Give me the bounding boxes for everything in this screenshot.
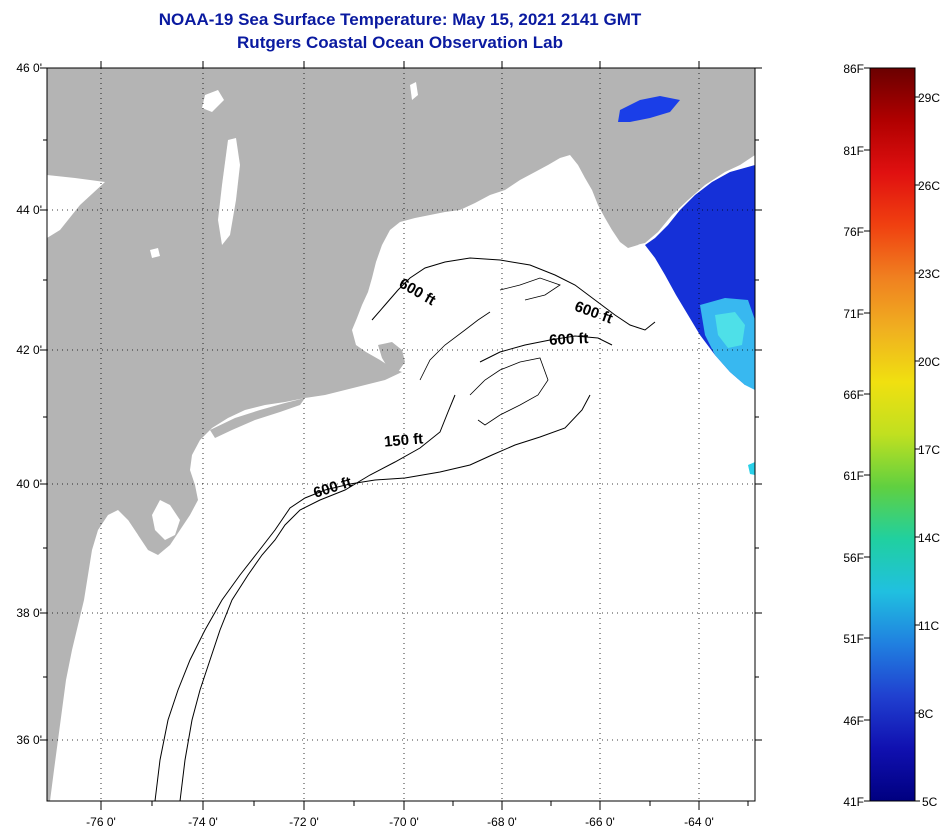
cb-c-14: 14C (918, 531, 940, 545)
cb-c-17: 17C (918, 443, 940, 457)
map-title: NOAA-19 Sea Surface Temperature: May 15,… (158, 10, 642, 29)
contour-label-150: 150 ft (383, 430, 424, 450)
cb-f-81: 81F (843, 144, 864, 158)
lat-label-40: 40 0' (16, 477, 42, 491)
cb-c-11: 11C (918, 619, 939, 633)
colorbar-celsius-labels: 29C 26C 23C 20C 17C 14C 11C 8C 5C (918, 91, 940, 809)
contour-600ft-georges-bank (479, 335, 613, 363)
land-cape-cod (378, 342, 405, 372)
map-frame (46, 67, 756, 802)
grid-lines (47, 68, 755, 801)
lon-label-66: -66 0' (585, 815, 615, 829)
lake-small-2 (410, 82, 418, 100)
contour-150ft (179, 394, 456, 801)
cb-f-86: 86F (843, 62, 864, 76)
land-long-island (210, 398, 305, 438)
cb-f-51: 51F (843, 632, 864, 646)
contour-600ft-south (154, 394, 591, 801)
sst-patch-cool-core (715, 312, 745, 348)
lon-label-70: -70 0' (389, 815, 419, 829)
lon-label-76: -76 0' (86, 815, 116, 829)
contour-gulf-ridges (419, 277, 561, 426)
lon-label-64: -64 0' (684, 815, 714, 829)
cb-f-56: 56F (843, 551, 864, 565)
latitude-labels: 46 0' 44 0' 42 0' 40 0' 38 0' 36 0' (16, 61, 42, 747)
cb-c-23: 23C (918, 267, 940, 281)
lat-label-44: 44 0' (16, 203, 42, 217)
lon-label-72: -72 0' (289, 815, 319, 829)
water-chesapeake (80, 520, 142, 801)
axis-ticks (40, 61, 762, 810)
cb-f-61: 61F (843, 469, 864, 483)
longitude-labels: -76 0' -74 0' -72 0' -70 0' -68 0' -66 0… (86, 815, 714, 829)
land-mass (47, 68, 755, 801)
contour-label-600-georges: 600 ft (549, 330, 589, 349)
lake-ontario-edge (47, 175, 105, 238)
sst-patch-bay-of-fundy (618, 96, 680, 122)
lat-label-38: 38 0' (16, 606, 42, 620)
cb-c-5: 5C (922, 795, 938, 809)
water-delaware-bay (152, 500, 180, 540)
lat-label-42: 42 0' (16, 343, 42, 357)
colorbar-fahrenheit-labels: 86F 81F 76F 71F 66F 61F 56F 51F 46F 41F (843, 62, 864, 809)
lake-small-1 (202, 90, 224, 112)
cb-c-8: 8C (918, 707, 934, 721)
cb-f-71: 71F (843, 307, 864, 321)
lon-label-74: -74 0' (188, 815, 218, 829)
land-nova-scotia (595, 112, 755, 246)
cb-c-26: 26C (918, 179, 940, 193)
cb-f-76: 76F (843, 225, 864, 239)
colorbar-ticks (864, 67, 920, 802)
cb-f-46: 46F (843, 714, 864, 728)
cb-f-41: 41F (843, 795, 864, 809)
lon-label-68: -68 0' (487, 815, 517, 829)
cb-f-66: 66F (843, 388, 864, 402)
map-subtitle: Rutgers Coastal Ocean Observation Lab (237, 33, 563, 52)
lat-label-36: 36 0' (16, 733, 42, 747)
colorbar (869, 67, 916, 802)
lake-champlain (218, 138, 240, 245)
cb-c-20: 20C (918, 355, 940, 369)
sst-patch-south (748, 462, 755, 475)
cb-c-29: 29C (918, 91, 940, 105)
lat-label-46: 46 0' (16, 61, 42, 75)
lake-small-3 (150, 248, 160, 258)
